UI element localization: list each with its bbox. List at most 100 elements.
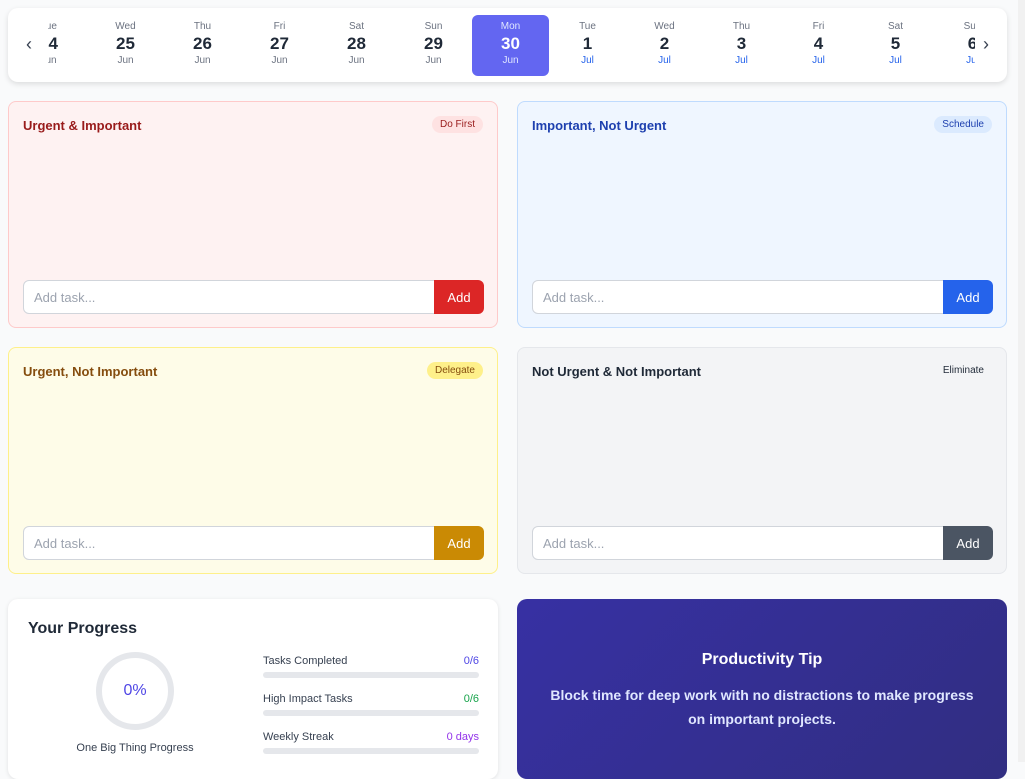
add-task-button[interactable]: Add [943,526,993,560]
day-number: 24 [48,34,58,53]
day-number: 3 [736,34,747,53]
stat-0: Tasks Completed 0/6 [263,655,479,678]
stat-label: High Impact Tasks [263,693,353,705]
day-number: 6 [967,34,975,53]
month: Jul [889,55,902,66]
add-task-input[interactable] [532,280,944,314]
weekday: Tue [579,21,596,32]
day-number: 28 [347,34,366,53]
stat-value: 0 days [446,731,479,743]
quadrant-title: Not Urgent & Not Important [532,364,701,379]
add-task-field[interactable]: Add task... [23,280,435,314]
month: Jun [502,55,519,66]
day-4[interactable]: Fri 4 Jul [780,15,857,76]
day-25[interactable]: Wed 25 Jun [87,15,164,76]
weekday: Thu [193,21,212,32]
day-number: 1 [582,34,593,53]
day-number: 2 [659,34,670,53]
add-task-field[interactable]: Add task... [532,280,944,314]
stat-progress-bar [263,748,479,754]
month: Jun [425,55,442,66]
weekday: Wed [654,21,675,32]
add-task-field[interactable]: Add task... [532,526,944,560]
day-29[interactable]: Sun 29 Jun [395,15,472,76]
stat-2: Weekly Streak 0 days [263,731,479,754]
add-task-field[interactable]: Add task... [23,526,435,560]
ring-value: 0% [123,682,147,699]
month: Jul [735,55,748,66]
weekday: Tue [48,21,57,32]
add-task-input[interactable] [532,526,944,560]
day-6[interactable]: Sun 6 Jul [934,15,975,76]
add-task-button[interactable]: Add [434,280,484,314]
weekday: Fri [812,21,825,32]
day-number: 4 [813,34,824,53]
month: Jul [658,55,671,66]
weekday: Mon [500,21,521,32]
chevron-left-icon[interactable]: ‹ [26,34,32,54]
month: Jun [348,55,365,66]
stat-progress-bar [263,710,479,716]
quadrant-title: Urgent, Not Important [23,364,158,379]
add-task-button[interactable]: Add [434,526,484,560]
day-28[interactable]: Sat 28 Jun [318,15,395,76]
weekday: Thu [732,21,751,32]
day-27[interactable]: Fri 27 Jun [241,15,318,76]
weekday: Sat [348,21,364,32]
add-task-input[interactable] [23,280,435,314]
quadrant-urgent-not-important: Urgent, Not Important Delegate Add task.… [8,347,498,574]
month: Jul [581,55,594,66]
month: Jun [271,55,288,66]
quadrant-badge: Delegate [426,362,483,379]
stat-label: Weekly Streak [263,731,334,743]
month: Jul [812,55,825,66]
stat-value: 0/6 [463,655,479,667]
weekday: Sat [887,21,903,32]
progress-title: Your Progress [28,620,138,637]
month: Jun [194,55,211,66]
day-number: 30 [501,34,520,53]
quadrant-title: Important, Not Urgent [532,118,667,133]
day-number: 26 [193,34,212,53]
quadrant-not-urgent-not-important: Not Urgent & Not Important Eliminate Add… [517,347,1007,574]
stat-label: Tasks Completed [263,655,348,667]
quadrant-badge: Eliminate [934,362,992,379]
quadrant-important-not-urgent: Important, Not Urgent Schedule Add task.… [517,101,1007,328]
add-task-input[interactable] [23,526,435,560]
day-number: 29 [424,34,443,53]
tip-text: Block time for deep work with no distrac… [550,687,974,727]
month: Jun [117,55,134,66]
month: Jun [48,55,57,66]
progress-ring: 0% [96,652,174,730]
weekday: Sun [963,21,975,32]
add-task-button[interactable]: Add [943,280,993,314]
day-number: 25 [116,34,135,53]
day-2[interactable]: Wed 2 Jul [626,15,703,76]
day-5[interactable]: Sat 5 Jul [857,15,934,76]
stat-1: High Impact Tasks 0/6 [263,693,479,716]
quadrant-urgent-important: Urgent & Important Do First Add task... … [8,101,498,328]
progress-card: Your Progress 0% One Big Thing Progress … [8,599,498,779]
quadrant-badge: Do First [432,116,483,133]
productivity-tip-card: Productivity Tip Block time for deep wor… [517,599,1007,779]
day-1[interactable]: Tue 1 Jul [549,15,626,76]
day-list: Tue24JunWed25JunThu26JunFri27JunSat28Jun… [48,15,975,77]
date-strip: ‹ Tue24JunWed25JunThu26JunFri27JunSat28J… [8,8,1007,82]
day-24[interactable]: Tue 24 Jun [48,15,87,76]
month: Jul [966,55,975,66]
chevron-right-icon[interactable]: › [983,34,989,54]
scrollbar[interactable] [1018,0,1025,762]
day-3[interactable]: Thu 3 Jul [703,15,780,76]
weekday: Sun [424,21,443,32]
ring-label: One Big Thing Progress [76,742,194,754]
stat-progress-bar [263,672,479,678]
weekday: Fri [273,21,286,32]
tip-title: Productivity Tip [701,651,823,668]
stat-value: 0/6 [463,693,479,705]
weekday: Wed [115,21,136,32]
quadrant-title: Urgent & Important [23,118,142,133]
day-26[interactable]: Thu 26 Jun [164,15,241,76]
day-number: 27 [270,34,289,53]
quadrant-badge: Schedule [934,116,992,133]
day-30[interactable]: Mon 30 Jun [472,15,549,76]
